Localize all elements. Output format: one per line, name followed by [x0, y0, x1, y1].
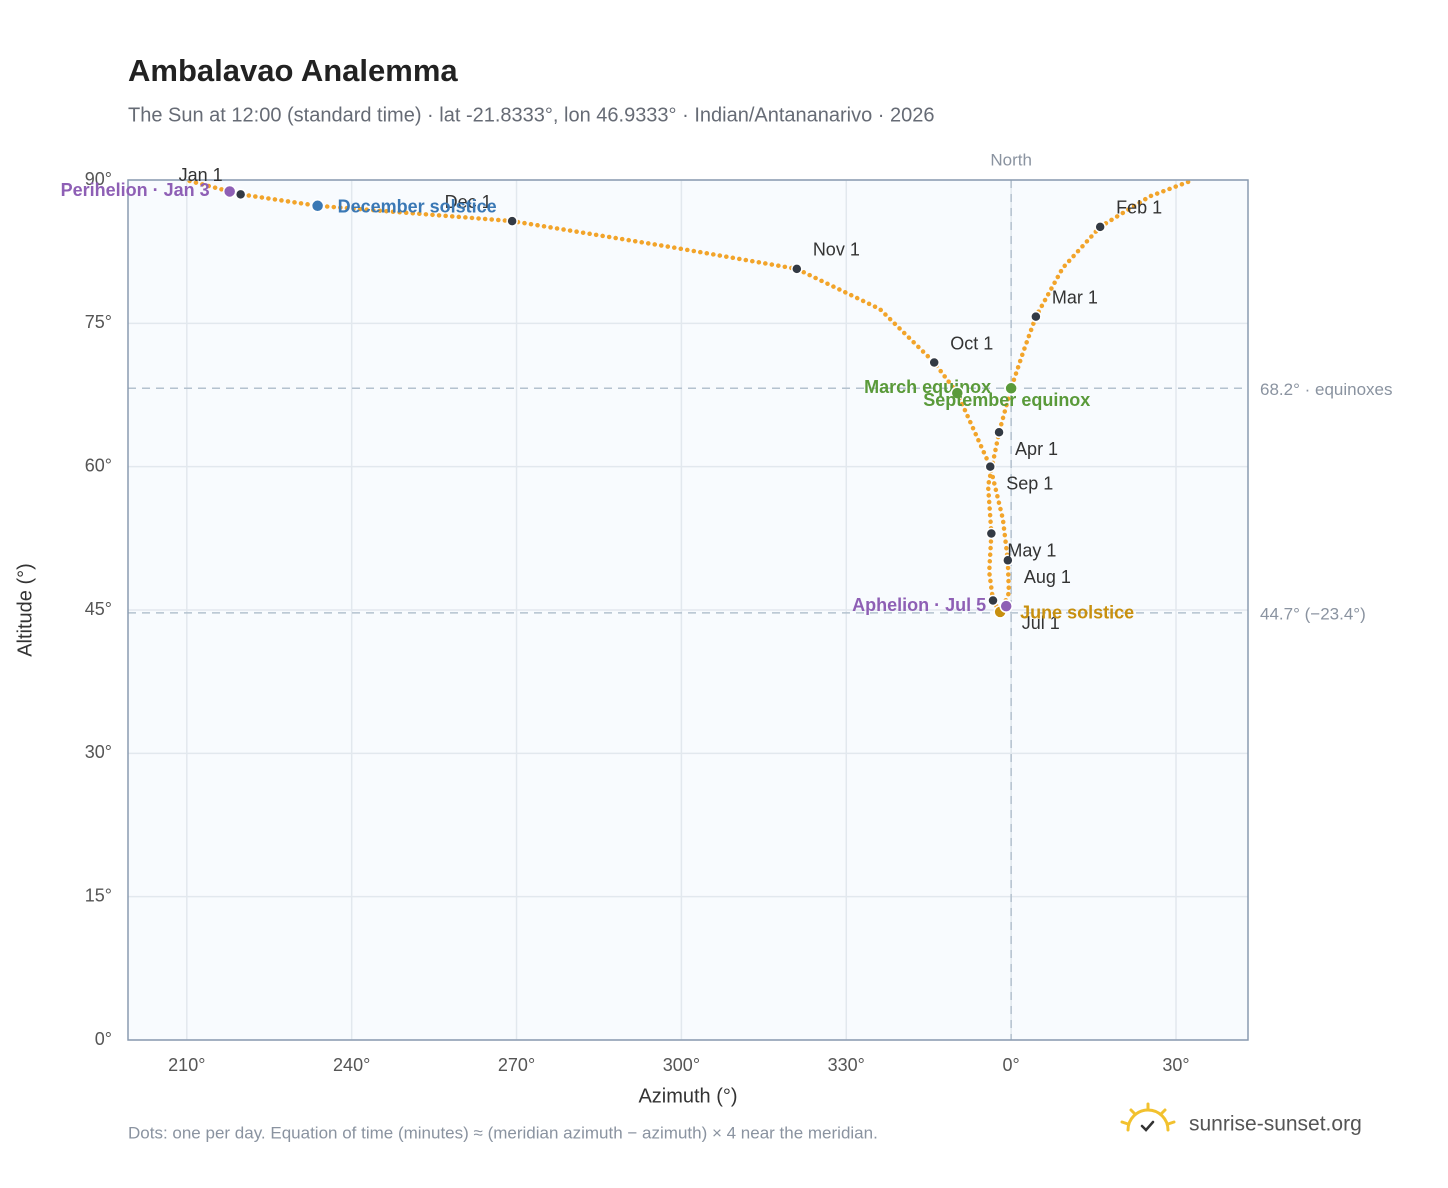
month-label: Aug 1	[1024, 567, 1071, 587]
footnote: Dots: one per day. Equation of time (min…	[128, 1123, 878, 1142]
north-label: North	[990, 150, 1032, 169]
x-tick-label: 270°	[498, 1055, 535, 1075]
month-label: Dec 1	[445, 192, 492, 212]
y-tick-label: 45°	[85, 599, 112, 619]
month-marker	[984, 460, 997, 473]
y-tick-label: 30°	[85, 742, 112, 762]
event-label: September equinox	[923, 390, 1090, 410]
month-label: Mar 1	[1052, 287, 1098, 307]
month-marker	[791, 263, 803, 275]
month-label: Jul 1	[1022, 613, 1060, 633]
month-marker	[506, 215, 518, 227]
x-tick-label: 30°	[1162, 1055, 1189, 1075]
chart-title: Ambalavao Analemma	[128, 53, 458, 88]
reference-label: 44.7° (−23.4°)	[1260, 604, 1366, 623]
event-label: December solstice	[338, 197, 497, 217]
month-marker	[928, 356, 940, 369]
event-marker	[222, 184, 237, 199]
month-marker	[987, 594, 999, 607]
month-label: Feb 1	[1116, 198, 1162, 218]
x-tick-label: 240°	[333, 1055, 370, 1075]
plot-border	[127, 179, 1249, 1041]
month-marker	[1030, 310, 1042, 323]
y-tick-label: 75°	[85, 312, 112, 332]
x-tick-label: 300°	[663, 1055, 700, 1075]
chart-subtitle: The Sun at 12:00 (standard time) · lat -…	[128, 104, 935, 126]
event-label: Aphelion · Jul 5	[852, 595, 986, 615]
month-marker	[1094, 221, 1106, 233]
month-marker	[985, 527, 998, 540]
y-tick-label: 15°	[85, 885, 112, 905]
month-label: Sep 1	[1006, 473, 1053, 493]
month-label: Apr 1	[1015, 439, 1058, 459]
month-label: Nov 1	[813, 240, 860, 260]
x-tick-label: 330°	[828, 1055, 865, 1075]
y-tick-label: 0°	[95, 1029, 112, 1049]
month-marker	[993, 426, 1005, 439]
event-label: Perihelion · Jan 3	[61, 180, 210, 200]
x-tick-label: 210°	[168, 1055, 205, 1075]
month-marker	[234, 188, 247, 201]
logo	[1120, 1102, 1176, 1132]
event-marker	[999, 599, 1013, 613]
source: sunrise-sunset.org	[1189, 1113, 1362, 1136]
event-marker	[950, 386, 965, 400]
event-marker	[310, 199, 325, 213]
y-tick-label: 90°	[85, 169, 112, 189]
x-tick-label: 0°	[1003, 1055, 1020, 1075]
month-label: Jan 1	[179, 165, 223, 185]
reference-label: 68.2° · equinoxes	[1260, 380, 1393, 399]
event-marker	[1004, 381, 1018, 396]
y-tick-label: 60°	[85, 455, 112, 475]
month-label: May 1	[1007, 540, 1056, 560]
x-axis-label: Azimuth (°)	[638, 1085, 737, 1107]
month-marker	[1002, 554, 1014, 567]
y-axis-label: Altitude (°)	[14, 563, 36, 657]
month-label: Oct 1	[950, 333, 993, 353]
event-label: June solstice	[1020, 603, 1134, 623]
